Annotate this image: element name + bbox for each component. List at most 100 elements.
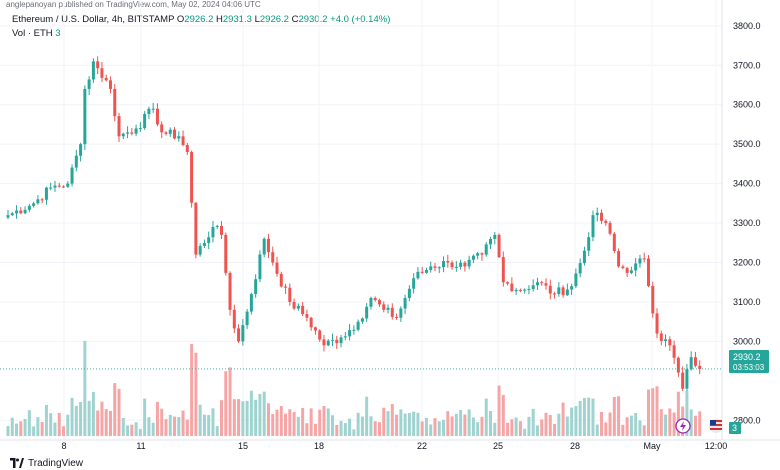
volume-bar bbox=[587, 397, 591, 436]
price-axis[interactable]: 2800.0 3000.0 3100.0 3200.0 3300.0 3400.0 3500… bbox=[733, 21, 761, 425]
volume-bar bbox=[595, 424, 599, 436]
volume-bar bbox=[629, 415, 633, 436]
volume-bar bbox=[655, 386, 659, 436]
volume-bar bbox=[194, 352, 198, 436]
candle-body bbox=[612, 233, 616, 252]
y-tick-label: 3000.0 bbox=[733, 336, 761, 346]
volume-bar bbox=[514, 417, 518, 436]
time-axis[interactable]: 8 11 15 18 22 25 28 May 12:00 bbox=[61, 441, 727, 451]
volume-bar bbox=[540, 419, 544, 436]
candle-body bbox=[591, 215, 595, 238]
candle-body bbox=[437, 267, 441, 269]
candle-body bbox=[689, 357, 693, 370]
volume-bar bbox=[416, 412, 420, 436]
candle-body bbox=[518, 289, 522, 291]
volume-bar bbox=[202, 414, 206, 436]
candle-body bbox=[288, 287, 292, 302]
volume-bar bbox=[399, 409, 403, 436]
volume-bar bbox=[74, 405, 78, 436]
candle-body bbox=[104, 77, 108, 81]
candle-body bbox=[53, 185, 57, 188]
volume-bar bbox=[339, 420, 343, 436]
candle-body bbox=[424, 270, 428, 273]
volume-bar bbox=[651, 388, 655, 436]
volume-bar bbox=[442, 419, 446, 436]
volume-bar bbox=[177, 416, 181, 436]
candle-body bbox=[296, 305, 300, 309]
volume-bar bbox=[467, 409, 471, 436]
volume-bar bbox=[676, 391, 680, 436]
dividend-icon[interactable] bbox=[675, 418, 691, 434]
volume-bar bbox=[130, 424, 134, 436]
candle-body bbox=[19, 210, 23, 214]
y-tick-label: 3100.0 bbox=[733, 297, 761, 307]
volume-bar bbox=[570, 407, 574, 436]
candle-body bbox=[535, 282, 539, 286]
y-tick-label: 3300.0 bbox=[733, 218, 761, 228]
candles bbox=[6, 56, 702, 392]
candle-body bbox=[254, 279, 258, 295]
candle-body bbox=[249, 294, 253, 312]
candle-body bbox=[373, 298, 377, 301]
volume-bar bbox=[10, 417, 14, 436]
candle-body bbox=[582, 250, 586, 264]
volume-bar bbox=[288, 409, 292, 436]
volume-bar bbox=[698, 411, 702, 436]
candle-body bbox=[476, 253, 480, 256]
volume-bar bbox=[215, 426, 219, 436]
high-value: 2931.3 bbox=[222, 14, 252, 25]
candle-body bbox=[506, 282, 510, 284]
candle-body bbox=[134, 128, 138, 134]
volume-bar bbox=[510, 419, 514, 436]
volume-bar bbox=[377, 422, 381, 436]
volume-bar bbox=[181, 410, 185, 436]
candle-body bbox=[279, 273, 283, 287]
candle-body bbox=[275, 262, 279, 274]
volume-bar bbox=[420, 421, 424, 436]
candle-body bbox=[377, 300, 381, 305]
volume-bar bbox=[301, 408, 305, 436]
volume-bar bbox=[642, 425, 646, 436]
volume-bar bbox=[664, 414, 668, 436]
candle-body bbox=[412, 278, 416, 289]
volume-bar bbox=[604, 422, 608, 436]
volume-bar bbox=[79, 402, 83, 436]
volume-bar bbox=[104, 409, 108, 436]
candle-body bbox=[164, 132, 168, 134]
candle-body bbox=[685, 369, 689, 389]
candle-body bbox=[570, 286, 574, 290]
x-tick-label: 12:00 bbox=[705, 441, 728, 451]
candle-body bbox=[493, 234, 497, 239]
low-label: L bbox=[254, 14, 260, 25]
volume-bar bbox=[454, 413, 458, 436]
candle-body bbox=[262, 238, 266, 255]
candle-body bbox=[523, 289, 527, 291]
candle-body bbox=[514, 289, 518, 292]
volume-bar bbox=[365, 396, 369, 436]
high-label: H bbox=[216, 14, 223, 25]
candle-body bbox=[446, 260, 450, 263]
y-tick-label: 3700.0 bbox=[733, 60, 761, 70]
volume-bar bbox=[403, 413, 407, 436]
price-badge: 2930.2 03:53:03 bbox=[729, 350, 769, 373]
candle-body bbox=[232, 309, 236, 329]
candle-body bbox=[587, 237, 591, 251]
candle-body bbox=[126, 132, 130, 134]
candle-body bbox=[181, 136, 185, 145]
candle-body bbox=[79, 144, 83, 156]
volume-bar bbox=[241, 401, 245, 436]
candle-body bbox=[32, 203, 36, 206]
volume-bar bbox=[279, 406, 283, 436]
volume-bar bbox=[258, 393, 262, 436]
volume-bar bbox=[634, 413, 638, 436]
volume-bar bbox=[284, 413, 288, 436]
candle-body bbox=[309, 317, 313, 328]
candle-body bbox=[220, 225, 223, 235]
candle-body bbox=[548, 285, 552, 294]
candle-body bbox=[100, 68, 104, 78]
volume-bar bbox=[53, 422, 57, 436]
volume-bar bbox=[343, 423, 347, 436]
volume-bar bbox=[83, 340, 87, 436]
volume-bar bbox=[386, 411, 390, 436]
